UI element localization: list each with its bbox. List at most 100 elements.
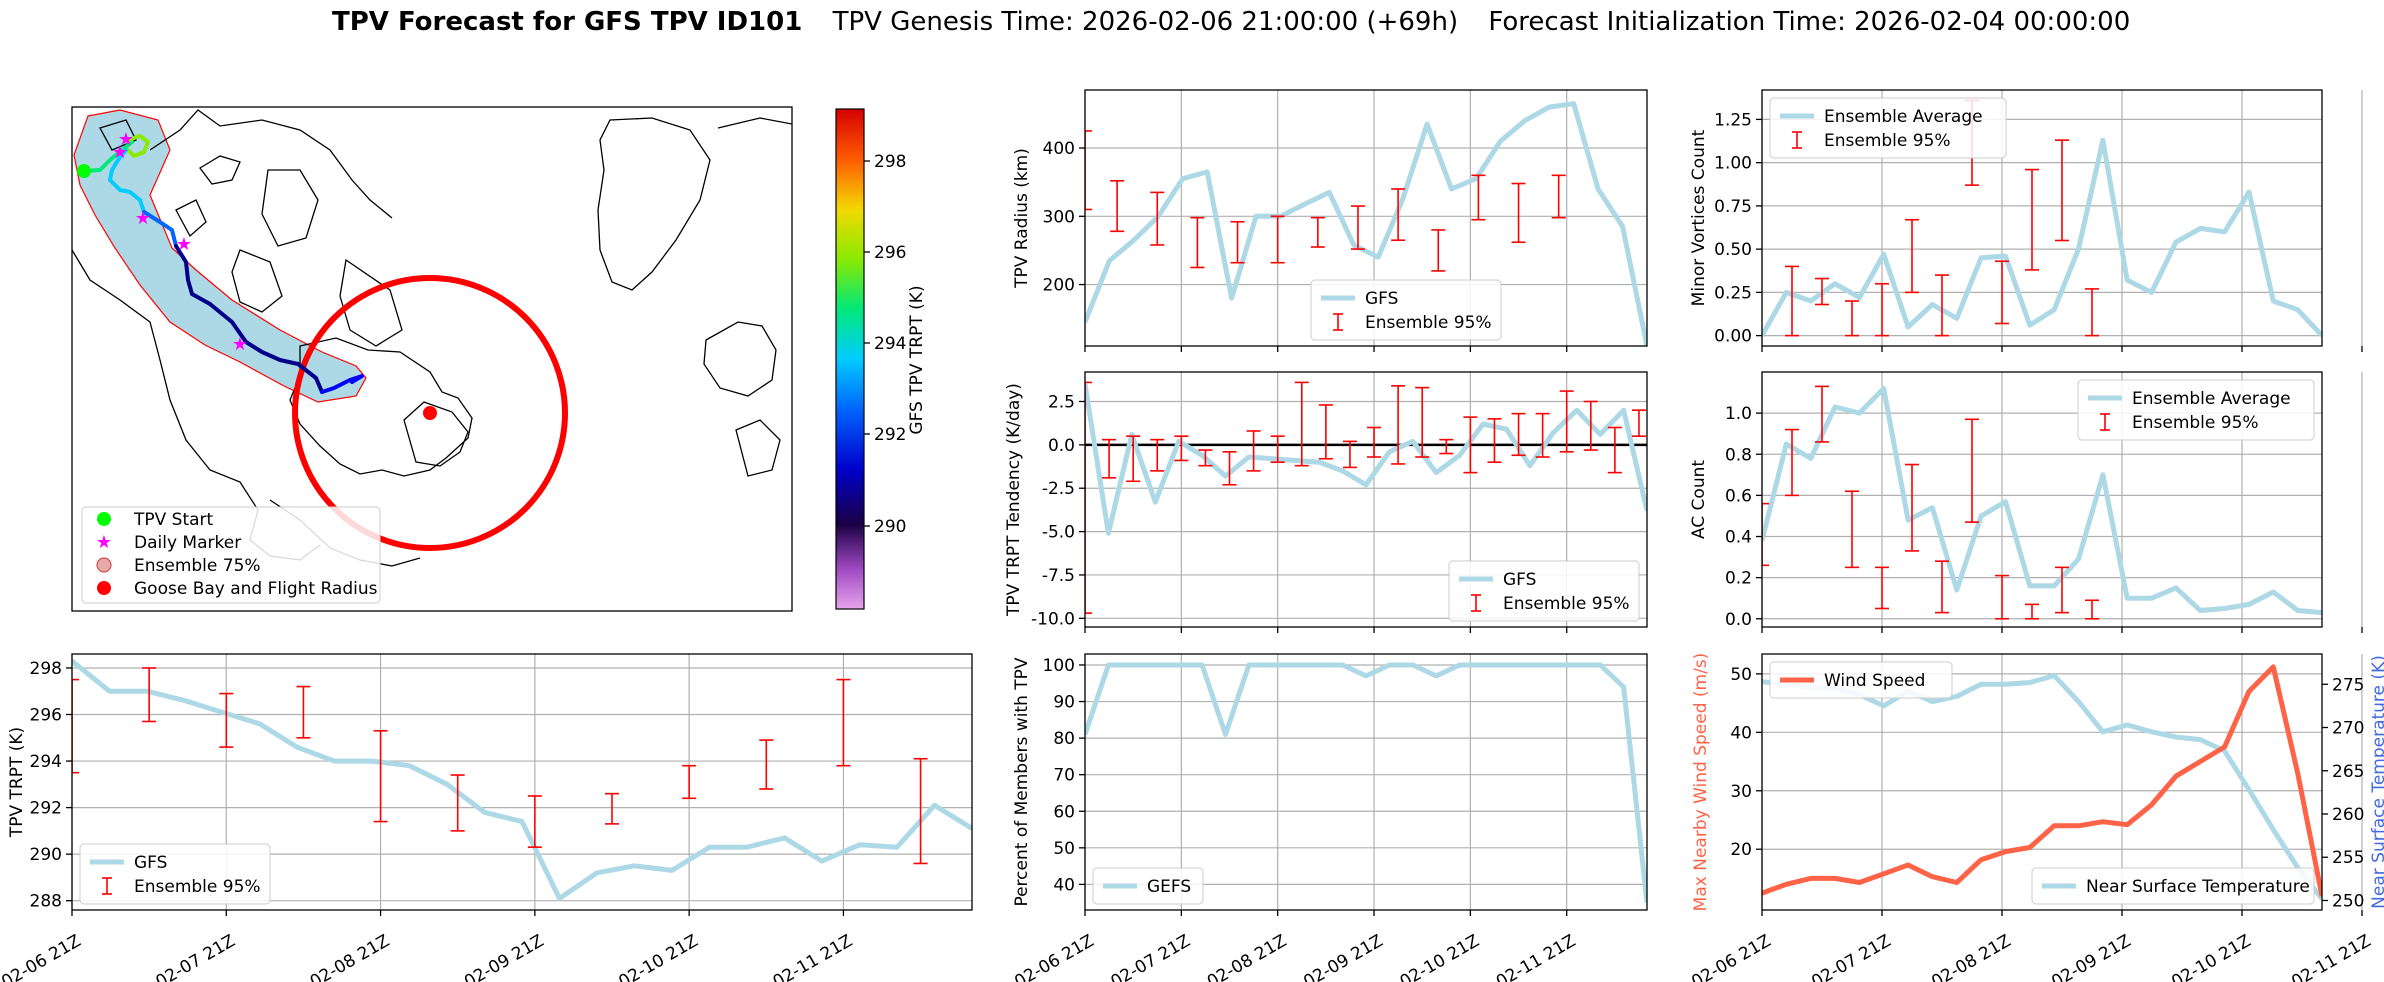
legend: Near Surface Temperature	[2031, 867, 2315, 905]
x-tick-label: 02-11 21Z	[770, 931, 856, 982]
plot-frame	[1084, 653, 1648, 911]
ensemble-95-errorbar	[1995, 574, 2009, 620]
daily-marker: ★	[135, 208, 151, 229]
ensemble-95-errorbar	[1551, 174, 1566, 219]
y-tick-label: 40	[1730, 723, 1752, 743]
ensemble-95-errorbar	[1174, 435, 1189, 462]
legend-ens75-icon	[96, 557, 112, 573]
x-tick-label: 02-06 21Z	[0, 931, 85, 982]
x-tick-label: 02-10 21Z	[2168, 931, 2254, 982]
y-tick-label: 294	[30, 752, 62, 772]
legend-label: Ensemble Average	[1824, 107, 1983, 127]
chart-ac: 0.0 0.2 0.4 0.6 0.8 1.0 AC Count Ensemble Avera…	[1689, 371, 2363, 633]
ensemble-95-errorbar	[373, 729, 388, 823]
daily-marker: ★	[176, 234, 192, 255]
ensemble-95-errorbar	[1995, 260, 2009, 325]
legend-label: GFS	[1365, 289, 1398, 309]
legend: GEFS	[1092, 867, 1204, 905]
legend-goose-icon	[97, 581, 111, 595]
x-tick-label: 02-06 21Z	[1688, 931, 1774, 982]
plot-area	[1085, 381, 1647, 614]
y2-tick-label: 265	[2332, 762, 2364, 782]
plot-area	[1762, 99, 2322, 338]
flight-radius-circle	[292, 275, 568, 551]
ensemble-95-errorbar	[1487, 418, 1502, 464]
y2-tick-label: 250	[2332, 891, 2364, 911]
ensemble-95-errorbar	[1318, 404, 1333, 460]
ensemble-95-errorbar	[1270, 215, 1285, 264]
ensemble-95-errorbar	[1110, 179, 1125, 233]
ensemble-95-errorbar	[1785, 265, 1799, 337]
ensemble-95-errorbar	[1471, 174, 1486, 221]
ensemble-95-errorbar	[1439, 438, 1454, 455]
map-panel: ★ ★ ★ ★ ★ ★ TPV Start Daily Marker Ensem…	[71, 106, 927, 612]
legend-box	[1769, 661, 1953, 699]
legend-label: Ensemble Average	[2132, 389, 2291, 409]
colorbar-tick-label: 296	[874, 243, 906, 263]
y-axis-label: Minor Vortices Count	[1689, 129, 1709, 306]
ensemble-95-errorbar	[2085, 288, 2099, 337]
plot-area	[1085, 662, 1647, 903]
y-tick-label: 0.00	[1714, 327, 1752, 347]
legend: Wind Speed	[1769, 661, 1953, 699]
ensemble-95-errorbar	[836, 678, 851, 767]
ensemble-95-errorbar	[1126, 435, 1141, 483]
ensemble-95-errorbar	[1905, 463, 1919, 552]
y-tick-label: -2.5	[1042, 479, 1075, 499]
y-tick-label: 0.6	[1725, 486, 1752, 506]
ensemble-95-errorbar	[759, 739, 774, 790]
y2-axis-label: Near Surface Temperature (K)	[2369, 655, 2384, 909]
ensemble-95-errorbar	[682, 764, 697, 800]
legend-label: Ensemble 95%	[1365, 313, 1492, 333]
ensemble-75-area	[73, 109, 367, 403]
y-tick-label: 0.4	[1725, 528, 1752, 548]
chart-tendency: -10.0 -7.5 -5.0 -2.5 0.0 2.5 TPV TRPT Tendency…	[1004, 371, 1648, 633]
y-axis-label: Max Nearby Wind Speed (m/s)	[1691, 653, 1711, 912]
ensemble-95-errorbar	[1198, 449, 1213, 467]
ensemble-95-errorbar	[1583, 400, 1598, 451]
legend-star-icon: ★	[96, 532, 112, 553]
x-tick-label: 02-08 21Z	[1928, 931, 2014, 982]
x-tick-label: 02-09 21Z	[1300, 931, 1386, 982]
x-tick-label: 02-09 21Z	[2048, 931, 2134, 982]
ensemble-95-errorbar	[1935, 560, 1949, 614]
gfs-line	[72, 659, 972, 901]
ensemble-95-errorbar	[2055, 139, 2069, 242]
legend-label: Ensemble 95%	[2132, 413, 2259, 433]
suptitle-init: Forecast Initialization Time: 2026-02-04…	[1488, 7, 2130, 37]
legend-box	[1310, 279, 1502, 341]
legend-errorbar-icon	[2100, 413, 2110, 431]
ensemble-95-errorbar	[1415, 386, 1430, 458]
legend: GFS Ensemble 95%	[1310, 279, 1502, 341]
temperature-line	[1762, 673, 2322, 901]
ensemble-95-errorbar	[1391, 385, 1406, 465]
goose-bay-marker	[423, 406, 437, 420]
colorbar-label: GFS TPV TRPT (K)	[907, 285, 927, 434]
ensemble-95-errorbar	[1785, 428, 1799, 497]
plot-area	[72, 659, 972, 901]
ensemble-95-errorbar	[605, 792, 619, 825]
ensemble-95-errorbar	[2025, 603, 2039, 620]
map-legend: ★ TPV Start Daily Marker Ensemble 75% Go…	[81, 506, 381, 604]
ensemble-average-line	[1762, 386, 2322, 616]
ensemble-95-errorbar	[1607, 426, 1622, 474]
y-tick-label: 1.25	[1714, 110, 1752, 130]
y-tick-label: 288	[30, 892, 62, 912]
legend-errorbar-icon	[1471, 594, 1481, 612]
x-tick-label: 02-07 21Z	[152, 931, 238, 982]
y-tick-label: 70	[1053, 766, 1075, 786]
ensemble-95-errorbar	[1875, 282, 1889, 337]
ensemble-95-errorbar	[1342, 440, 1357, 469]
legend-label: Near Surface Temperature	[2086, 877, 2310, 897]
daily-markers: ★ ★ ★ ★ ★	[112, 129, 248, 355]
y-tick-label: 290	[30, 845, 62, 865]
ensemble-95-errorbar	[2085, 599, 2099, 620]
legend: Ensemble Average Ensemble 95%	[1769, 97, 2007, 159]
ensemble-95-errorbar	[1367, 426, 1382, 458]
y-tick-label: 90	[1053, 693, 1075, 713]
map-frame	[71, 106, 793, 612]
gfs-line	[1085, 662, 1647, 903]
plot-frame	[1761, 653, 2323, 911]
x-tick-label: 02-09 21Z	[461, 931, 547, 982]
